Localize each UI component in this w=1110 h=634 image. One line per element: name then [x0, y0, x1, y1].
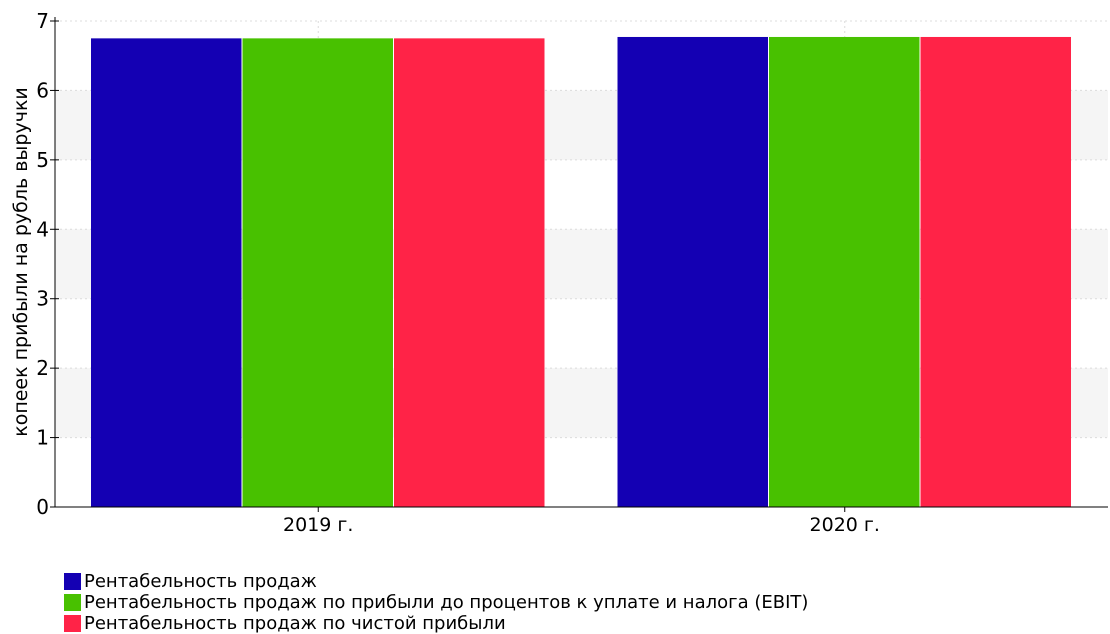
y-tick-label: 1	[36, 426, 49, 450]
y-axis-label: копеек прибыли на рубль выручки	[10, 87, 32, 437]
legend-item: Рентабельность продаж	[64, 571, 808, 592]
legend-label: Рентабельность продаж	[84, 571, 317, 592]
bar	[769, 36, 920, 508]
x-tick-label: 2020 г.	[810, 514, 880, 536]
x-tick-label: 2019 г.	[283, 514, 353, 536]
legend-swatch	[64, 615, 81, 632]
y-tick-label: 2	[36, 356, 49, 380]
bar-chart: 0 1 2 3 4 5 6 7 2019 г. 2020 г. копеек прибыли н…	[10, 9, 1108, 536]
y-tick-label: 6	[36, 78, 49, 102]
legend-label: Рентабельность продаж по прибыли до проц…	[84, 592, 809, 613]
y-axis-ticks: 0 1 2 3 4 5 6 7	[36, 9, 59, 519]
y-tick-label: 0	[36, 495, 49, 519]
axes	[54, 17, 1108, 508]
legend: Рентабельность продаж Рентабельность про…	[64, 571, 808, 634]
bars	[91, 36, 1071, 508]
legend-item: Рентабельность продаж по чистой прибыли	[64, 613, 808, 634]
legend-swatch	[64, 594, 81, 611]
bar	[91, 38, 242, 507]
y-tick-label: 3	[36, 287, 49, 311]
legend-item: Рентабельность продаж по прибыли до проц…	[64, 592, 808, 613]
legend-label: Рентабельность продаж по чистой прибыли	[84, 613, 506, 634]
bar	[920, 36, 1071, 508]
y-tick-label: 7	[36, 9, 49, 33]
y-tick-label: 5	[36, 148, 49, 172]
legend-swatch	[64, 573, 81, 590]
bar	[617, 36, 768, 508]
bar	[242, 38, 393, 507]
bar	[394, 38, 545, 507]
x-axis-ticks: 2019 г. 2020 г.	[283, 507, 880, 536]
y-tick-label: 4	[36, 217, 49, 241]
